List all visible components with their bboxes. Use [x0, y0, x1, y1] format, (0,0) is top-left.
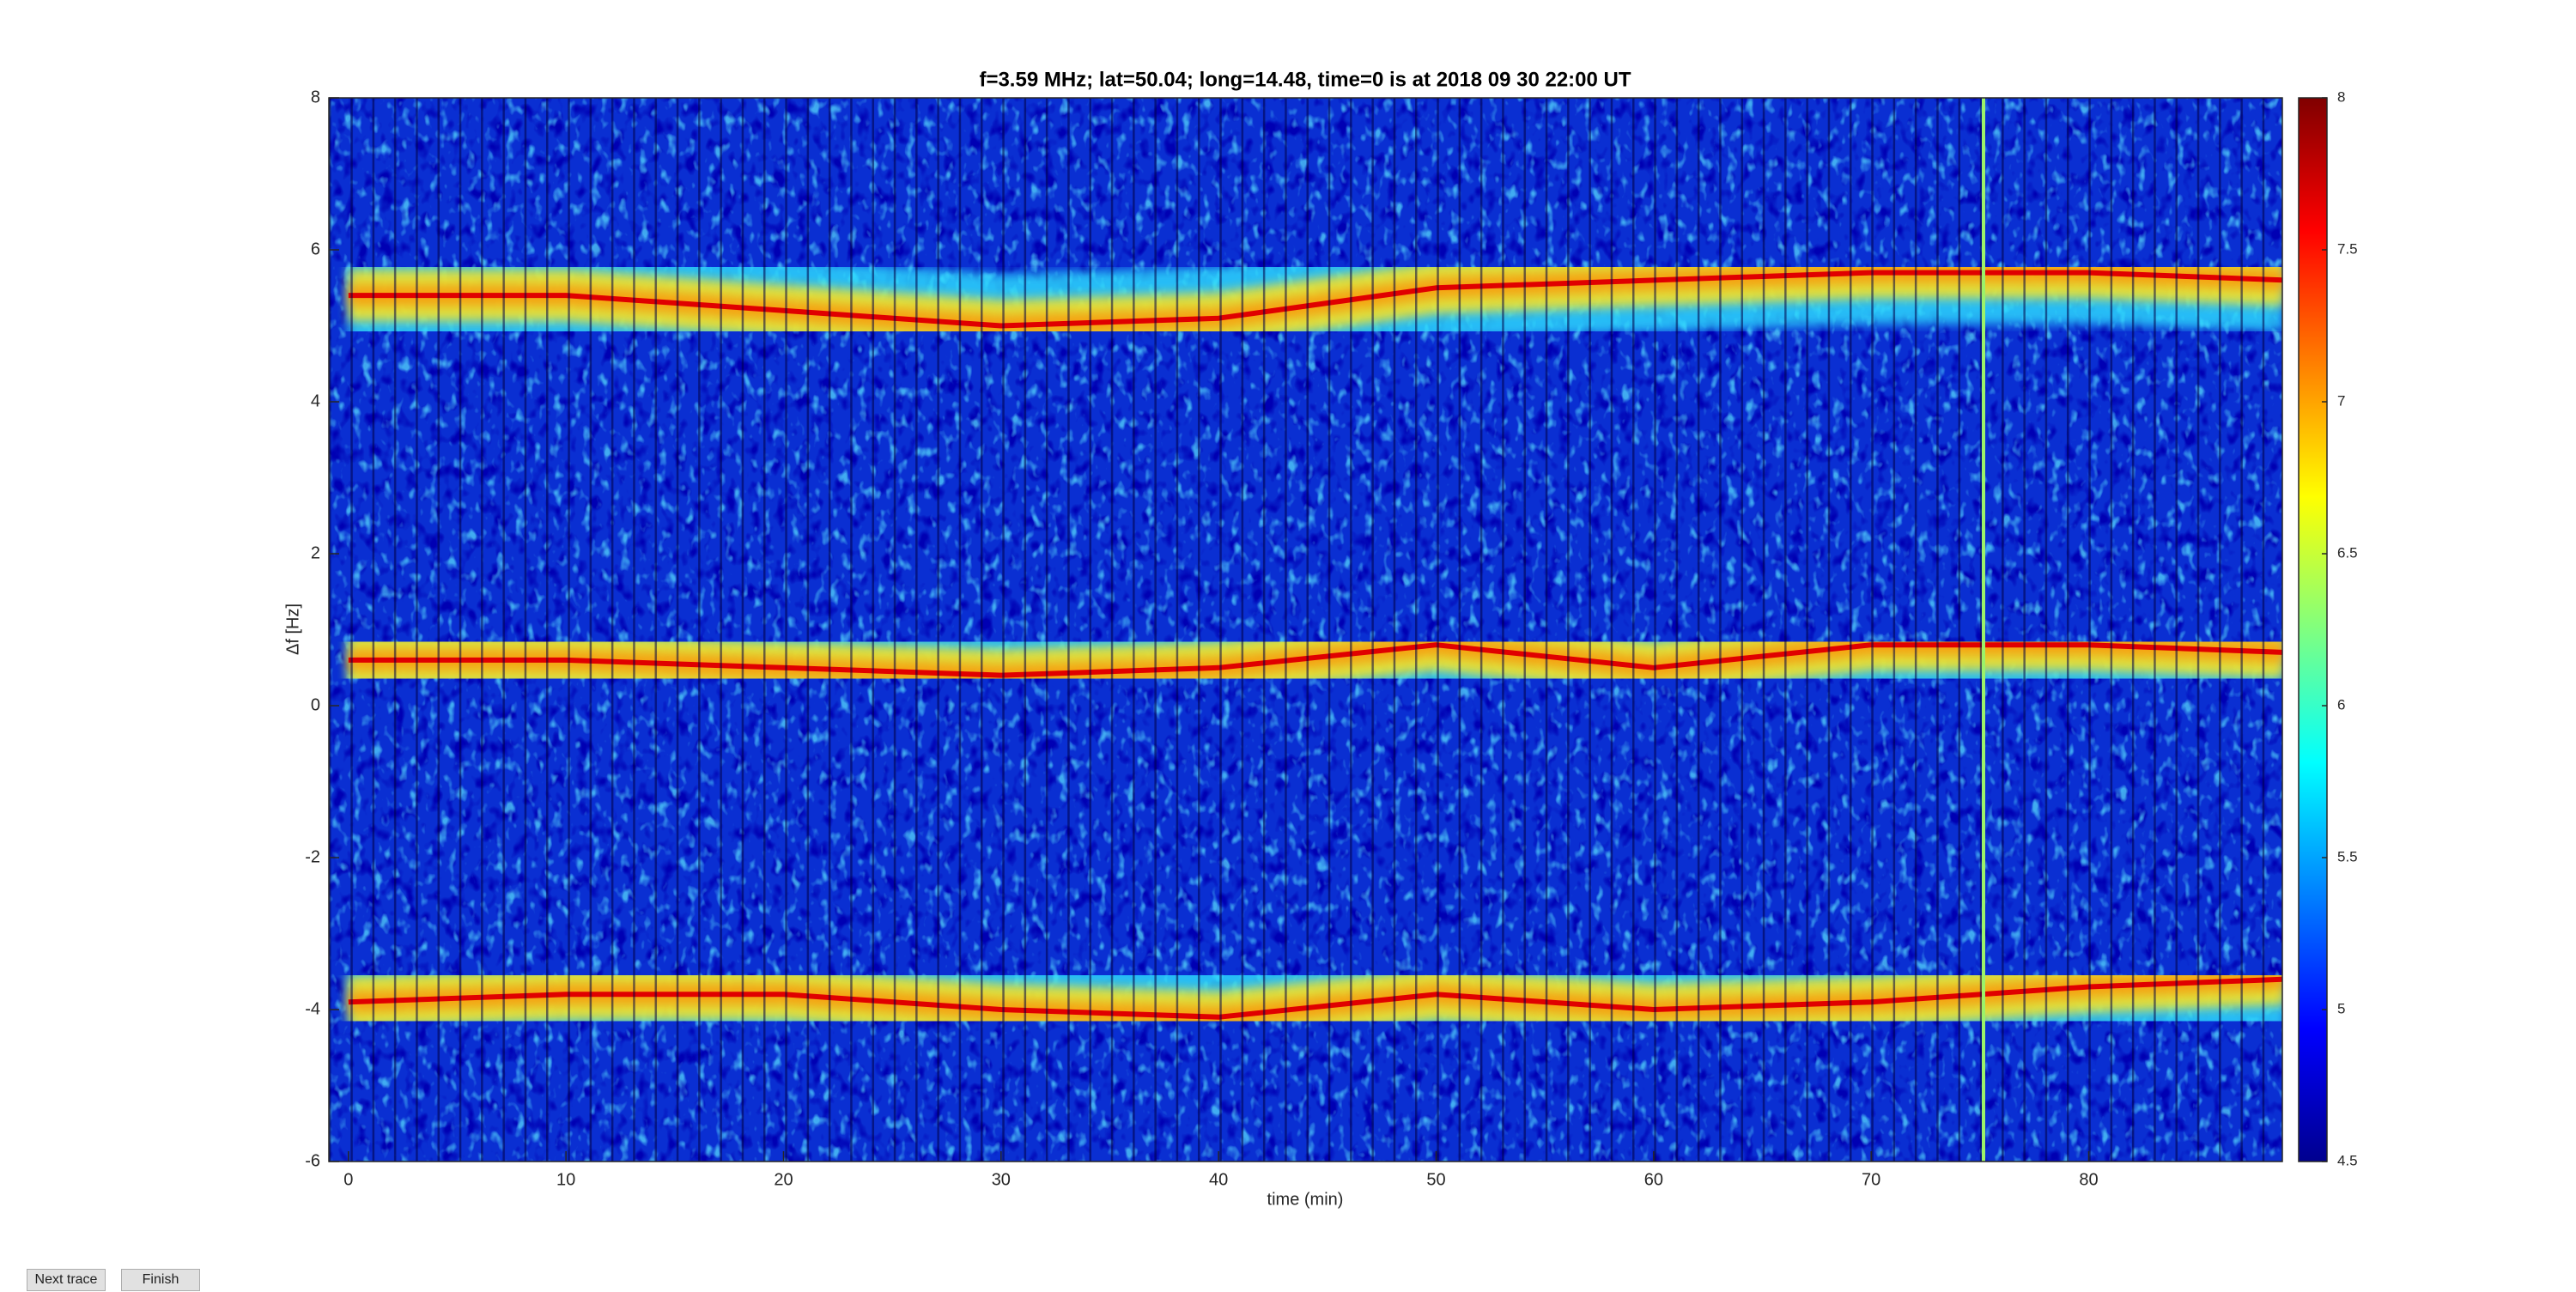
finish-button[interactable]: Finish	[121, 1269, 200, 1291]
x-tick-label: 20	[774, 1170, 793, 1189]
y-tick-label: -2	[305, 847, 320, 866]
x-tick-label: 30	[992, 1170, 1011, 1189]
y-tick-label: 2	[311, 543, 320, 562]
x-tick-label: 50	[1426, 1170, 1445, 1189]
x-tick-label: 80	[2079, 1170, 2098, 1189]
colorbar-tick-label: 4.5	[2337, 1152, 2358, 1168]
colorbar	[2298, 97, 2328, 1162]
colorbar-tick-label: 7	[2337, 392, 2345, 409]
y-tick-label: 6	[311, 240, 320, 258]
colorbar-tick-label: 6	[2337, 696, 2345, 713]
colorbar-tick-label: 5	[2337, 1000, 2345, 1016]
x-tick-label: 60	[1644, 1170, 1663, 1189]
x-tick-label: 0	[343, 1170, 353, 1189]
colorbar-tick-label: 8	[2337, 88, 2345, 105]
y-axis-label: Δf [Hz]	[283, 604, 302, 655]
spectrogram	[329, 98, 2282, 1162]
segment-stripes	[329, 98, 2282, 1162]
x-tick-label: 40	[1209, 1170, 1228, 1189]
chart-title: f=3.59 MHz; lat=50.04; long=14.48, time=…	[979, 68, 1631, 91]
colorbar-tick-label: 6.5	[2337, 544, 2358, 561]
x-axis-label: time (min)	[1267, 1190, 1344, 1209]
colorbar-tick-label: 5.5	[2337, 848, 2358, 864]
y-tick-label: 4	[311, 391, 320, 410]
next-trace-button[interactable]: Next trace	[27, 1269, 106, 1291]
plot-frame	[328, 97, 2283, 1162]
colorbar-tick-label: 7.5	[2337, 240, 2358, 257]
figure: f=3.59 MHz; lat=50.04; long=14.48, time=…	[283, 68, 2358, 1209]
x-tick-label: 70	[1862, 1170, 1880, 1189]
y-tick-label: -6	[305, 1151, 320, 1170]
y-tick-label: -4	[305, 999, 320, 1018]
x-tick-label: 10	[556, 1170, 575, 1189]
y-tick-label: 8	[311, 88, 320, 106]
y-tick-label: 0	[311, 695, 320, 714]
